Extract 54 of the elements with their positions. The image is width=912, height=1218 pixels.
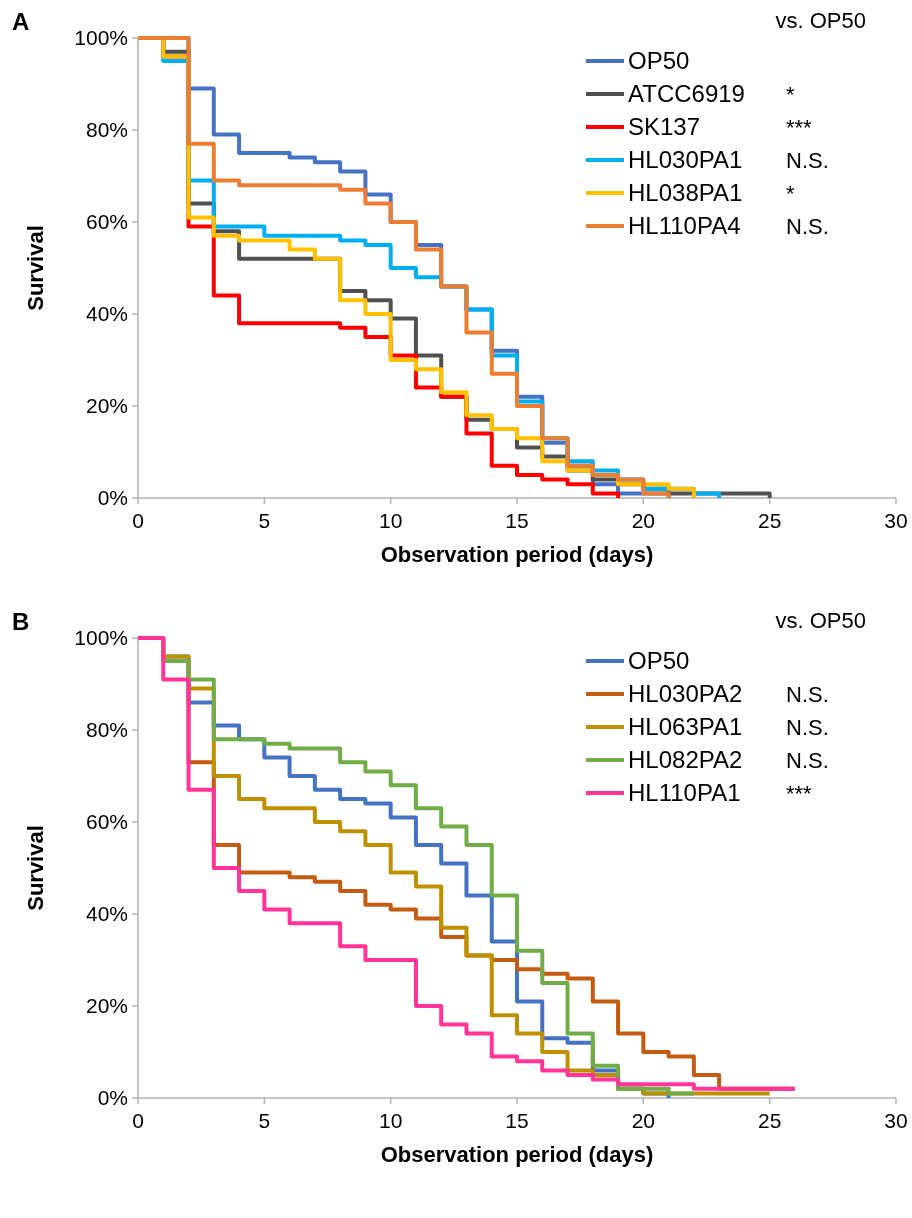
- annotation: N.S.: [786, 747, 829, 773]
- x-tick-label: 0: [132, 1109, 144, 1132]
- text: vs. OP50: [775, 608, 866, 633]
- y-tick-label: 0%: [97, 1086, 128, 1110]
- legend-label: OP50: [628, 647, 690, 675]
- y-tick-label: 40%: [85, 902, 128, 926]
- x-tick-label: 25: [757, 1109, 782, 1132]
- y-axis-title: Survival: [23, 225, 48, 311]
- legend-label: HL110PA4: [628, 212, 741, 240]
- annotation: N.S.: [786, 681, 829, 707]
- chart-title: A: [12, 8, 30, 35]
- y-tick-label: 60%: [85, 210, 128, 234]
- annotation: N.S.: [786, 213, 829, 239]
- chart-title: B: [12, 608, 30, 635]
- x-tick-label: 30: [884, 1109, 908, 1132]
- annotation: ***: [786, 780, 813, 806]
- x-tick-label: 5: [258, 1109, 271, 1132]
- x-axis-title: Observation period (days): [380, 542, 654, 567]
- legend-label: HL110PA1: [628, 779, 741, 807]
- legend-label: HL063PA1: [628, 713, 743, 741]
- legend-label: OP50: [628, 47, 690, 75]
- annotation: N.S.: [786, 147, 829, 173]
- text: vs. OP50: [775, 8, 866, 33]
- x-axis-title: Observation period (days): [380, 1142, 654, 1167]
- annotation: *: [786, 180, 795, 206]
- x-tick-label: 10: [378, 509, 403, 532]
- x-tick-label: 20: [631, 509, 656, 532]
- annotation: ***: [786, 114, 813, 140]
- legend-label: HL030PA1: [628, 146, 743, 174]
- y-tick-label: 80%: [85, 118, 128, 142]
- legend-label: ATCC6919: [628, 80, 745, 108]
- y-tick-label: 60%: [85, 810, 128, 834]
- x-tick-label: 5: [258, 509, 271, 532]
- x-tick-label: 25: [757, 509, 782, 532]
- legend-label: HL038PA1: [628, 179, 743, 207]
- x-tick-label: 30: [884, 509, 908, 532]
- x-tick-label: 10: [378, 1109, 403, 1132]
- y-tick-label: 100%: [74, 626, 128, 650]
- y-tick-label: 80%: [85, 718, 128, 742]
- x-tick-label: 0: [132, 509, 144, 532]
- annotation: *: [786, 81, 795, 107]
- x-tick-label: 20: [631, 1109, 656, 1132]
- legend-label: SK137: [628, 113, 701, 141]
- x-tick-label: 15: [505, 1109, 529, 1132]
- legend-label: HL030PA2: [628, 680, 743, 708]
- y-tick-label: 40%: [85, 302, 128, 326]
- y-axis-title: Survival: [23, 825, 48, 911]
- legend-label: HL082PA2: [628, 746, 743, 774]
- y-tick-label: 20%: [85, 394, 128, 418]
- y-tick-label: 100%: [74, 26, 128, 50]
- x-tick-label: 15: [505, 509, 529, 532]
- annotation: N.S.: [786, 714, 829, 740]
- y-tick-label: 0%: [97, 486, 128, 510]
- y-tick-label: 20%: [85, 994, 128, 1018]
